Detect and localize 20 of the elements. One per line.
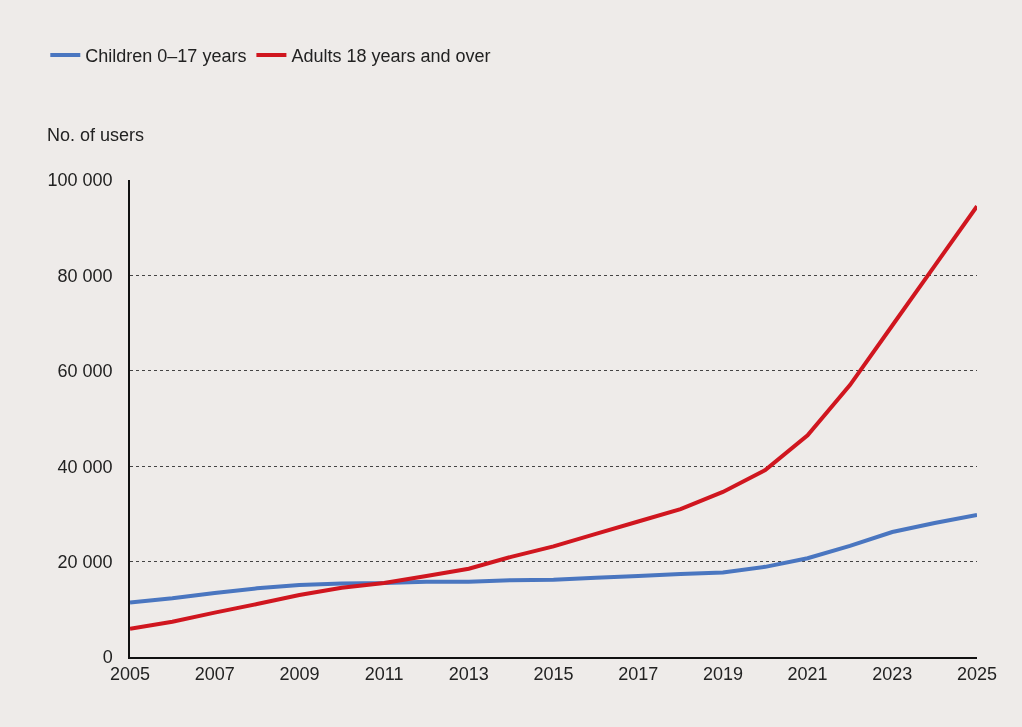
y-tick-label: 100 000 <box>47 170 113 191</box>
x-tick-label: 2021 <box>787 664 828 685</box>
x-tick-label: 2013 <box>448 664 489 685</box>
x-tick-label: 2023 <box>872 664 913 685</box>
y-tick-label: 40 000 <box>57 456 113 477</box>
y-axis-title: No. of users <box>47 125 145 145</box>
x-tick-label: 2007 <box>194 664 235 685</box>
x-tick-label: 2009 <box>279 664 320 685</box>
y-tick-label: 80 000 <box>57 265 113 286</box>
y-tick-label: 20 000 <box>57 551 113 572</box>
x-tick-label: 2011 <box>364 664 404 685</box>
legend-label: Adults 18 years and over <box>291 46 491 67</box>
line-series <box>130 512 977 605</box>
legend-label: Children 0–17 years <box>85 46 247 67</box>
line-series <box>130 204 977 631</box>
x-tick-label: 2025 <box>956 664 998 685</box>
y-tick-label: 60 000 <box>57 361 113 382</box>
x-tick-label: 2019 <box>702 664 743 685</box>
x-tick-label: 2015 <box>533 664 574 685</box>
x-tick-label: 2017 <box>618 664 659 685</box>
